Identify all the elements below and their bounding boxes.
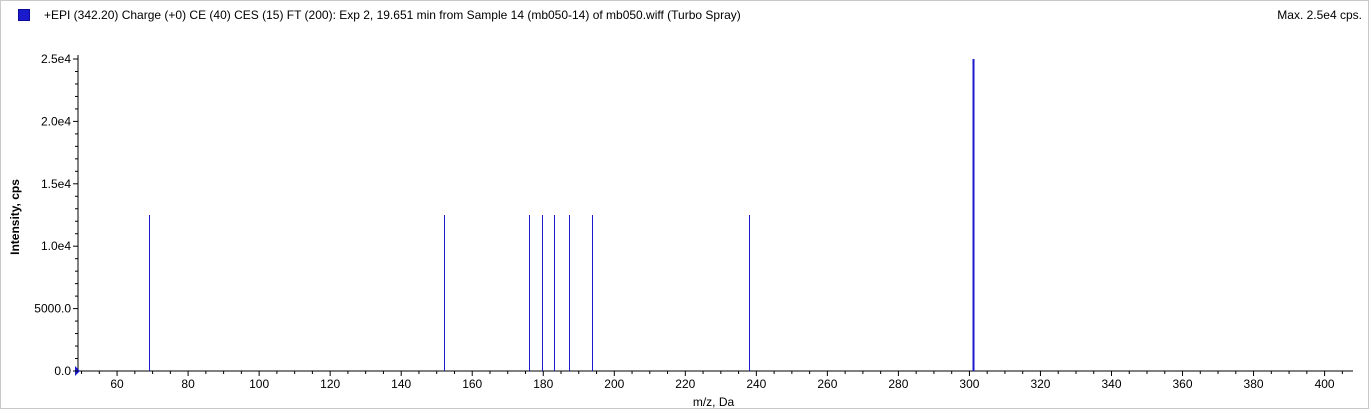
x-tick-label: 280 [888,377,908,391]
y-tick-label: 2.0e4 [41,114,71,128]
max-intensity-label: Max. 2.5e4 cps. [1277,8,1362,22]
x-tick-label: 120 [320,377,340,391]
y-tick-label: 1.0e4 [41,239,71,253]
y-tick-label: 5000.0 [34,302,71,316]
x-tick-label: 140 [391,377,411,391]
peak-series [75,59,975,376]
x-tick-label: 60 [110,377,124,391]
x-tick-label: 380 [1244,377,1264,391]
y-tick-label: 0.0 [54,364,71,378]
spectrum-header: +EPI (342.20) Charge (+0) CE (40) CES (1… [1,1,1368,31]
x-tick-label: 260 [817,377,837,391]
x-tick-label: 340 [1101,377,1121,391]
y-axis-ticks: 0.0 5000.0 1.0e4 1.5e4 2.0e4 2.5e4 [34,52,78,378]
x-tick-label: 300 [959,377,979,391]
x-axis-ticks: 60 80 100 120 140 160 180 200 220 240 260 280 300 320… [81,371,1343,391]
x-tick-label: 180 [533,377,553,391]
plot-axes [77,55,1353,372]
x-tick-label: 200 [604,377,624,391]
series-color-swatch[interactable] [18,9,30,21]
x-tick-label: 80 [181,377,195,391]
x-tick-label: 360 [1173,377,1193,391]
x-tick-label: 240 [746,377,766,391]
spectrum-title: +EPI (342.20) Charge (+0) CE (40) CES (1… [44,8,741,22]
x-tick-label: 320 [1030,377,1050,391]
x-tick-label: 100 [249,377,269,391]
y-axis-title: Intensity, cps [8,179,22,255]
y-tick-label: 1.5e4 [41,177,71,191]
x-axis-title: m/z, Da [693,395,735,408]
x-tick-label: 220 [675,377,695,391]
x-tick-label: 400 [1315,377,1335,391]
x-tick-label: 160 [462,377,482,391]
y-tick-label: 2.5e4 [41,52,71,66]
